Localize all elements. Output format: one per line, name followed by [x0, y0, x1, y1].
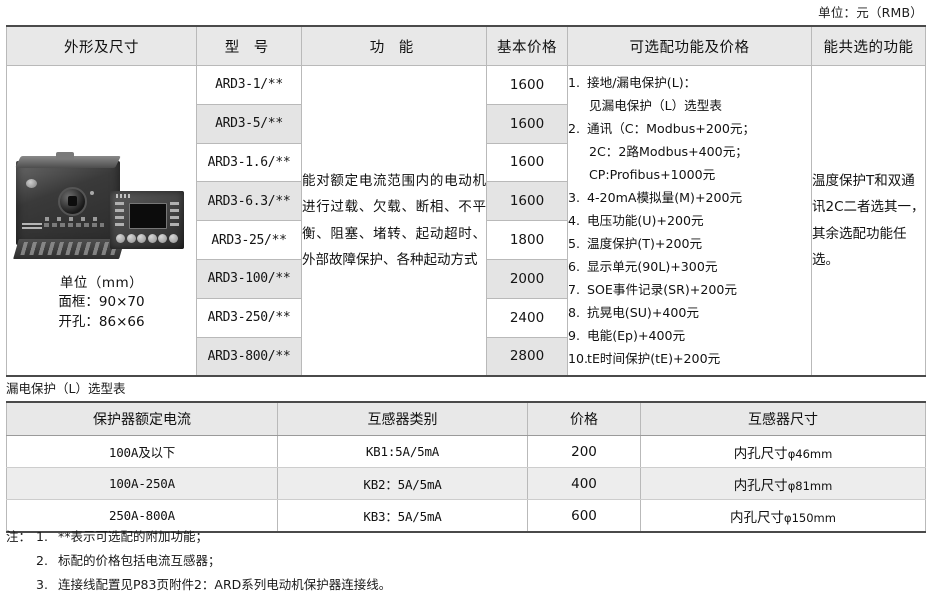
col-header-ct-size: 互感器尺寸: [640, 401, 926, 436]
rated-current-cell: 250A-800A: [6, 499, 278, 533]
model-cell: ARD3-5/**: [196, 103, 302, 144]
dimension-line-3: 开孔：86×66: [58, 313, 145, 330]
note-text: 标配的价格包括电流互感器；: [58, 553, 221, 568]
ct-size-cell: 内孔尺寸φ46mm: [640, 435, 926, 468]
note-index: 2.: [36, 553, 48, 568]
note-row: 注： 1. **表示可选配的附加功能；: [6, 525, 391, 549]
list-item: 7. SOE事件记录(SR)+200元: [568, 282, 737, 298]
rated-current-cell: 100A及以下: [6, 435, 278, 468]
product-price-table: 外形及尺寸 型 号 功 能 基本价格 可选配功能及价格 能共选的功能: [6, 25, 926, 378]
note-text: **表示可选配的附加功能；: [58, 529, 209, 544]
table-row: ARD3-800/** 2800: [7, 336, 926, 377]
note-index: 3.: [36, 577, 48, 592]
col-header-price: 价格: [527, 401, 641, 436]
col-header-rated-current: 保护器额定电流: [6, 401, 278, 436]
note-row: 2. 标配的价格包括电流互感器；: [6, 549, 391, 573]
col-header-base-price: 基本价格: [486, 25, 568, 66]
list-item: 10. tE时间保护(tE)+200元: [568, 351, 721, 367]
dimension-line-2: 面框：90×70: [58, 294, 145, 311]
product-photo: [13, 151, 189, 262]
table-row: 250A-800A KB3：5A/5mA 600 内孔尺寸φ150mm: [6, 499, 926, 533]
model-cell: ARD3-1.6/**: [196, 142, 302, 183]
price-cell: 2400: [486, 297, 568, 338]
price-cell: 200: [527, 435, 641, 468]
list-item: 6. 显示单元(90L)+300元: [568, 259, 718, 275]
col-header-model: 型 号: [196, 25, 302, 66]
model-cell: ARD3-1/**: [196, 65, 302, 105]
list-item: 5. 温度保护(T)+200元: [568, 236, 703, 252]
leakage-table-caption: 漏电保护（L）选型表: [6, 381, 126, 396]
unit-note: 单位：元（RMB）: [818, 5, 923, 20]
price-cell: 1600: [486, 142, 568, 183]
shared-functions-cell: 温度保护T和双通讯2C二者选其一，其余选配功能任选。: [811, 65, 926, 377]
product-price-table-wrapper: 外形及尺寸 型 号 功 能 基本价格 可选配功能及价格 能共选的功能: [6, 25, 926, 378]
price-cell: 600: [527, 499, 641, 533]
list-item: 1. 接地/漏电保护(L)： 见漏电保护（L）选型表: [568, 74, 722, 114]
table-row: 100A及以下 KB1:5A/5mA 200 内孔尺寸φ46mm: [6, 435, 926, 468]
dimension-line-1: 单位（mm）: [59, 274, 144, 291]
notes-block: 注： 1. **表示可选配的附加功能； 2. 标配的价格包括电流互感器； 3. …: [6, 525, 391, 597]
col-header-ct-type: 互感器类别: [277, 401, 528, 436]
notes-spacer: [6, 549, 36, 573]
model-cell: ARD3-6.3/**: [196, 181, 302, 222]
ct-type-cell: KB3：5A/5mA: [277, 499, 528, 533]
rated-current-cell: 100A-250A: [6, 467, 278, 500]
ct-size-cell: 内孔尺寸φ81mm: [640, 467, 926, 500]
list-item: 9. 电能(Ep)+400元: [568, 328, 686, 344]
ct-size-cell: 内孔尺寸φ150mm: [640, 499, 926, 533]
list-item: 4. 电压功能(U)+200元: [568, 213, 704, 229]
col-header-function: 功 能: [301, 25, 487, 66]
table-row: 单位（mm） 面框：90×70 开孔：86×66 ARD3-1/** 能对额定电…: [6, 65, 926, 377]
list-item: 3. 4-20mA模拟量(M)+200元: [568, 190, 743, 206]
table-header-row: 外形及尺寸 型 号 功 能 基本价格 可选配功能及价格 能共选的功能: [6, 25, 926, 66]
motor-protector-main-unit-icon: [13, 151, 125, 259]
leakage-protection-table-wrapper: 保护器额定电流 互感器类别 价格 互感器尺寸 100A及以下 KB1:5A/5m…: [6, 401, 926, 533]
table-header-row: 保护器额定电流 互感器类别 价格 互感器尺寸: [6, 401, 926, 436]
list-item: 8. 抗晃电(SU)+400元: [568, 305, 700, 321]
price-cell: 2800: [486, 336, 568, 377]
price-cell: 1800: [486, 220, 568, 260]
price-cell: 400: [527, 467, 641, 500]
shape-and-size-cell: 单位（mm） 面框：90×70 开孔：86×66: [6, 65, 197, 377]
notes-label: 注：: [6, 529, 32, 544]
note-text: 连接线配置见P83页附件2：ARD系列电动机保护器连接线。: [58, 577, 392, 592]
table-row: ARD3-100/** 2000: [7, 258, 926, 299]
model-cell: ARD3-100/**: [196, 258, 302, 299]
list-item: 2. 通讯（C：Modbus+200元； 2C：2路Modbus+400元； CP:P…: [568, 121, 756, 183]
note-index: 1.: [36, 529, 48, 544]
col-header-shared: 能共选的功能: [811, 25, 926, 66]
col-header-shape: 外形及尺寸: [6, 25, 197, 66]
table-row: ARD3-1.6/** 1600: [7, 142, 926, 183]
leakage-protection-table: 保护器额定电流 互感器类别 价格 互感器尺寸 100A及以下 KB1:5A/5m…: [6, 401, 926, 533]
model-cell: ARD3-25/**: [196, 220, 302, 260]
model-cell: ARD3-250/**: [196, 297, 302, 338]
table-row: ARD3-250/** 2400: [7, 297, 926, 338]
price-cell: 1600: [486, 181, 568, 222]
price-cell: 1600: [486, 65, 568, 105]
notes-spacer: [6, 573, 36, 597]
col-header-options: 可选配功能及价格: [567, 25, 812, 66]
dimension-text: 单位（mm） 面框：90×70 开孔：86×66: [7, 274, 196, 333]
price-cell: 2000: [486, 258, 568, 299]
table-row: 100A-250A KB2：5A/5mA 400 内孔尺寸φ81mm: [6, 467, 926, 500]
optional-functions-list: 1. 接地/漏电保护(L)： 见漏电保护（L）选型表 2. 通讯（C：Modbus+2…: [568, 71, 811, 370]
display-unit-icon: [110, 190, 184, 249]
optional-functions-cell: 1. 接地/漏电保护(L)： 见漏电保护（L）选型表 2. 通讯（C：Modbus+2…: [567, 65, 812, 377]
note-row: 3. 连接线配置见P83页附件2：ARD系列电动机保护器连接线。: [6, 573, 391, 597]
ct-type-cell: KB2：5A/5mA: [277, 467, 528, 500]
price-cell: 1600: [486, 103, 568, 144]
table-row: ARD3-6.3/** 1600: [7, 181, 926, 222]
function-description-cell: 能对额定电流范围内的电动机进行过载、欠载、断相、不平衡、阻塞、堵转、起动超时、外…: [301, 65, 487, 377]
table-row: ARD3-25/** 1800: [7, 220, 926, 260]
ct-type-cell: KB1:5A/5mA: [277, 435, 528, 468]
model-cell: ARD3-800/**: [196, 336, 302, 377]
table-row: ARD3-5/** 1600: [7, 103, 926, 144]
